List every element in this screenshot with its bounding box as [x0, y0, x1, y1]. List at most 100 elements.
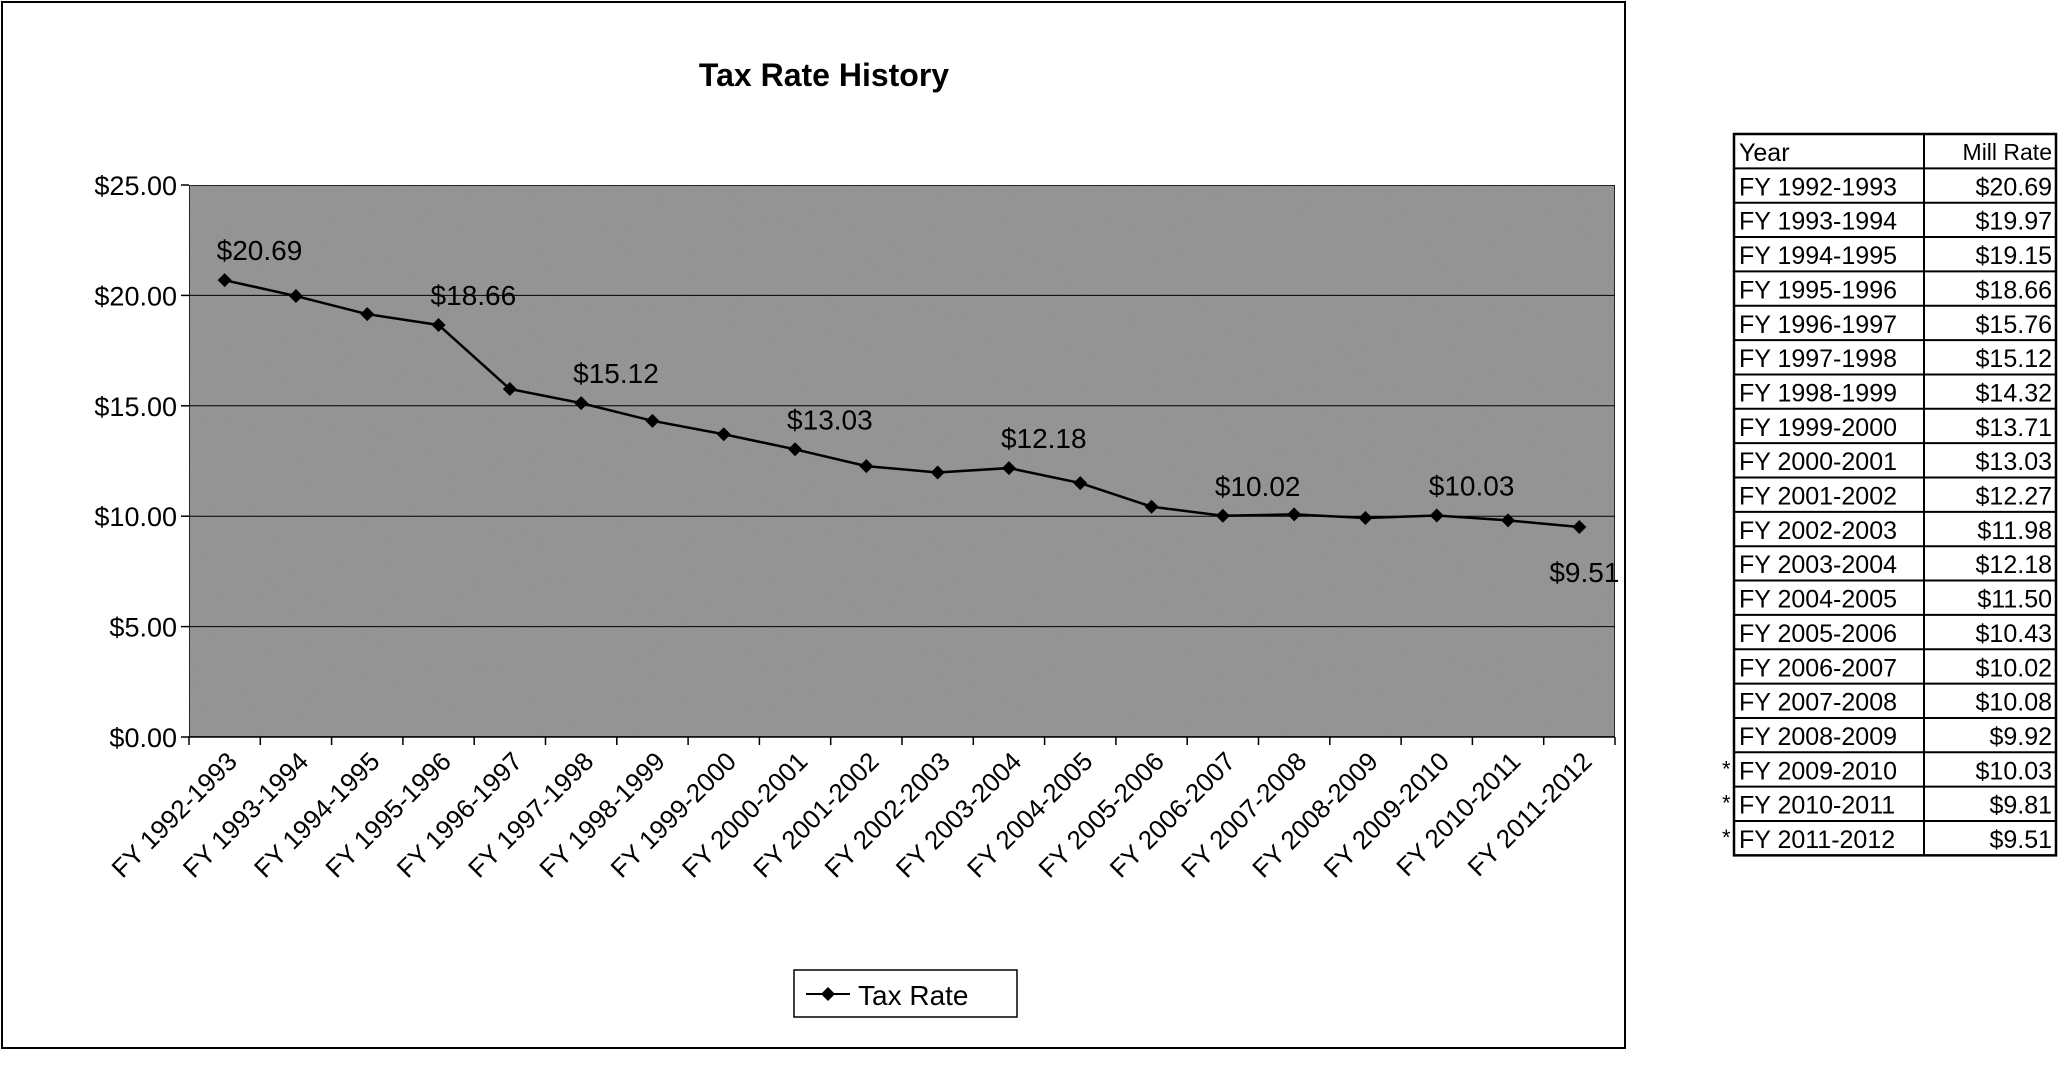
data-point [502, 382, 517, 397]
data-label: $13.03 [787, 404, 873, 435]
legend-label: Tax Rate [858, 980, 969, 1011]
row-year: FY 2000-2001 [1739, 448, 1897, 476]
data-point [645, 413, 660, 428]
row-year: FY 2007-2008 [1739, 689, 1897, 717]
table-row: FY 1994-1995 $19.15 [1739, 242, 2052, 270]
y-tick-label: $15.00 [94, 392, 177, 422]
row-rate: $19.15 [1976, 242, 2052, 270]
table-row: * FY 2011-2012 $9.51 [1722, 825, 2052, 854]
row-year: FY 1994-1995 [1739, 242, 1897, 270]
data-point [1572, 520, 1587, 535]
table-row: FY 2007-2008 $10.08 [1739, 689, 2052, 717]
row-rate: $9.92 [1989, 723, 2052, 751]
data-label: $15.12 [573, 358, 659, 389]
data-point [1215, 508, 1230, 523]
legend: Tax Rate [793, 969, 1018, 1018]
row-rate: $11.98 [1977, 517, 2052, 545]
row-year: FY 2002-2003 [1739, 517, 1897, 545]
legend-diamond-icon [821, 987, 835, 1001]
table-row: FY 1996-1997 $15.76 [1739, 311, 2052, 339]
data-point [1358, 510, 1373, 525]
row-year: FY 2005-2006 [1739, 620, 1897, 648]
row-rate: $18.66 [1976, 276, 2052, 304]
row-year: FY 2004-2005 [1739, 586, 1897, 614]
table-row: FY 2004-2005 $11.50 [1739, 586, 2052, 614]
data-point [574, 396, 589, 411]
row-rate: $19.97 [1976, 208, 2052, 236]
table-row: FY 1998-1999 $14.32 [1739, 379, 2052, 407]
table-row: FY 1995-1996 $18.66 [1739, 276, 2052, 304]
data-point [1287, 507, 1302, 522]
row-rate: $11.50 [1977, 586, 2052, 614]
row-year: FY 1996-1997 [1739, 311, 1897, 339]
data-point [788, 442, 803, 457]
row-year: FY 2001-2002 [1739, 483, 1897, 511]
row-rate: $13.03 [1976, 448, 2052, 476]
table-row: FY 1993-1994 $19.97 [1739, 208, 2052, 236]
row-year: FY 1999-2000 [1739, 414, 1897, 442]
row-rate: $15.76 [1976, 311, 2052, 339]
data-label: $20.69 [217, 235, 303, 266]
data-point [217, 273, 232, 288]
series-line-tax-rate [224, 278, 1580, 529]
row-year: FY 1997-1998 [1739, 345, 1897, 373]
row-rate: $12.27 [1976, 483, 2052, 511]
table-header-year: Year [1739, 139, 1790, 167]
table-row: * FY 2010-2011 $9.81 [1722, 791, 2052, 820]
table-row: FY 1999-2000 $13.71 [1739, 414, 2052, 442]
row-rate: $10.03 [1976, 757, 2052, 785]
plot-area [188, 184, 1616, 738]
row-asterisk: * [1722, 825, 1731, 850]
row-rate: $10.02 [1976, 654, 2052, 682]
y-tick-label: $10.00 [94, 502, 177, 532]
y-tick-label: $5.00 [109, 613, 177, 643]
data-point [1073, 476, 1088, 491]
row-year: FY 1995-1996 [1739, 276, 1897, 304]
table-row: FY 2000-2001 $13.03 [1739, 448, 2052, 476]
row-year: FY 2008-2009 [1739, 723, 1897, 751]
table-row: FY 2003-2004 $12.18 [1739, 551, 2052, 579]
data-point [288, 289, 303, 304]
row-asterisk: * [1722, 756, 1731, 781]
table-row: FY 2001-2002 $12.27 [1739, 483, 2052, 511]
table-row: FY 1992-1993 $20.69 [1739, 173, 2052, 201]
table-row: FY 2002-2003 $11.98 [1739, 517, 2052, 545]
data-point [1501, 513, 1516, 528]
data-point [1429, 508, 1444, 523]
row-rate: $10.43 [1976, 620, 2052, 648]
table-row: FY 2005-2006 $10.43 [1739, 620, 2052, 648]
data-label: $9.51 [1549, 557, 1619, 588]
y-tick-label: $20.00 [94, 281, 177, 311]
data-point [431, 317, 446, 332]
table-row: FY 1997-1998 $15.12 [1739, 345, 2052, 373]
row-rate: $13.71 [1976, 414, 2052, 442]
row-year: FY 2006-2007 [1739, 654, 1897, 682]
data-point [859, 459, 874, 474]
row-rate: $10.08 [1976, 689, 2052, 717]
row-year: FY 2003-2004 [1739, 551, 1897, 579]
data-label: $10.03 [1429, 471, 1515, 502]
row-asterisk: * [1722, 791, 1731, 816]
row-year: FY 1992-1993 [1739, 173, 1897, 201]
table-row: * FY 2009-2010 $10.03 [1722, 756, 2052, 785]
row-rate: $12.18 [1976, 551, 2052, 579]
row-year: FY 2010-2011 [1739, 792, 1895, 820]
row-rate: $20.69 [1976, 173, 2052, 201]
data-point [360, 307, 375, 322]
data-point [1001, 461, 1016, 476]
row-rate: $9.81 [1989, 792, 2052, 820]
data-label: $12.18 [1001, 423, 1087, 454]
row-rate: $9.51 [1989, 826, 2052, 854]
table-header-rate: Mill Rate [1963, 139, 2052, 165]
row-rate: $14.32 [1976, 379, 2052, 407]
table-row: FY 2006-2007 $10.02 [1739, 654, 2052, 682]
data-point [716, 427, 731, 442]
chart-title: Tax Rate History [699, 57, 949, 93]
mill-rate-table: Year Mill Rate FY 1992-1993 $20.69 FY 1993-1… [1722, 132, 2058, 857]
y-tick-label: $25.00 [94, 171, 177, 201]
row-rate: $15.12 [1976, 345, 2052, 373]
row-year: FY 2011-2012 [1739, 826, 1895, 854]
data-point [930, 465, 945, 480]
table-row: FY 2008-2009 $9.92 [1739, 723, 2052, 751]
